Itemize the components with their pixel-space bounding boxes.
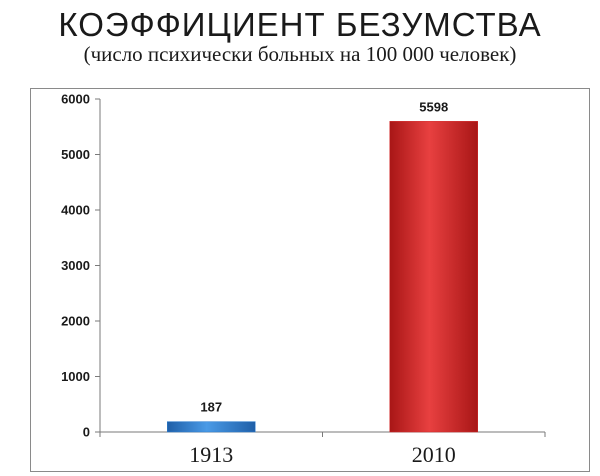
y-tick-label: 3000 <box>61 258 90 273</box>
bars <box>167 121 478 433</box>
chart-subtitle: (число психически больных на 100 000 чел… <box>83 42 517 66</box>
chart-title: КОЭФФИЦИЕНТ БЕЗУМСТВА <box>58 6 542 43</box>
bar-1913 <box>167 421 256 433</box>
y-tick-label: 1000 <box>61 369 90 384</box>
y-tick-label: 6000 <box>61 92 90 107</box>
y-tick-label: 4000 <box>61 203 90 218</box>
axes: 0 1000 2000 3000 4000 5000 6000 <box>61 92 546 440</box>
labels: 187 1913 5598 2010 <box>189 99 456 467</box>
data-label-2010: 5598 <box>419 99 448 114</box>
y-tick-label: 2000 <box>61 314 90 329</box>
y-tick-label: 5000 <box>61 147 90 162</box>
bar-2010 <box>389 121 478 433</box>
x-category-label-1913: 1913 <box>189 442 233 467</box>
chart-frame <box>30 88 590 472</box>
x-category-label-2010: 2010 <box>412 442 456 467</box>
data-label-1913: 187 <box>200 400 222 415</box>
y-tick-label: 0 <box>83 425 90 440</box>
